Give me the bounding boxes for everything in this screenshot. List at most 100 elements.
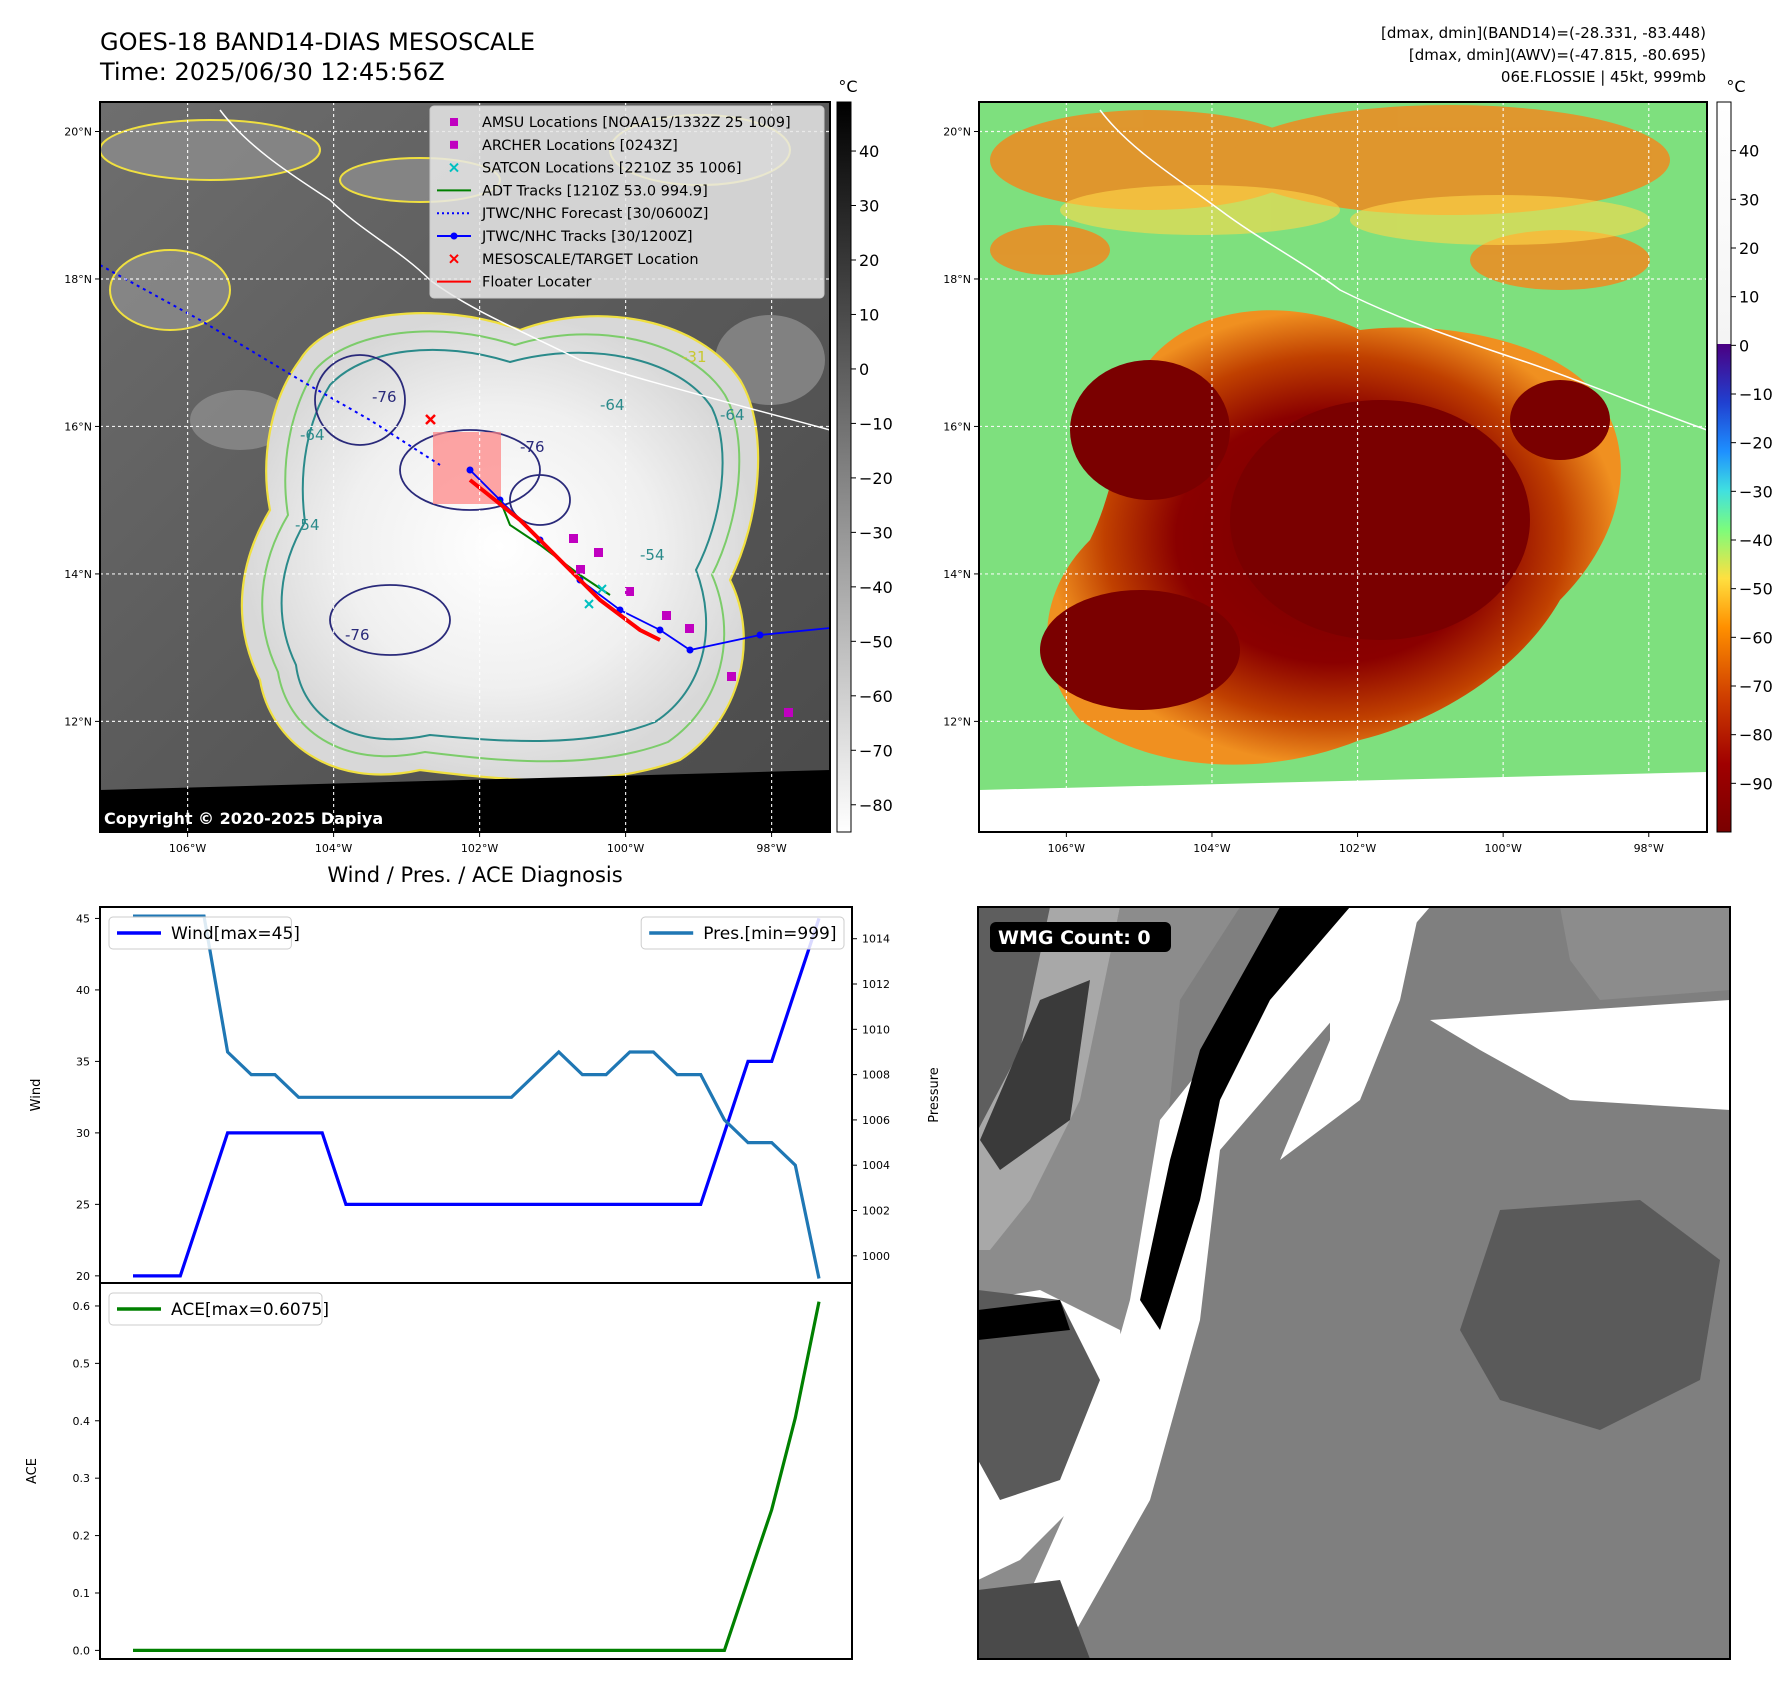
contour-label: -76 — [372, 388, 397, 406]
legend-label: Wind[max=45] — [171, 924, 300, 944]
colorbar-tick-label: 0 — [859, 360, 869, 379]
colorbar-tick-label: −10 — [1739, 385, 1773, 404]
legend-marker — [450, 232, 458, 240]
map-legend: AMSU Locations [NOAA15/1332Z 25 1009] ARC… — [429, 105, 825, 299]
legend-label: Floater Locater — [482, 275, 591, 291]
figure-title: GOES-18 BAND14-DIAS MESOSCALE — [100, 28, 535, 56]
awv-map-grid — [979, 102, 1707, 832]
lon-tick-label: 102°W — [1339, 842, 1376, 855]
colorbar-tick-label: −30 — [1739, 482, 1773, 501]
y-tick-label: 45 — [76, 912, 90, 925]
lon-tick-label: 102°W — [461, 842, 498, 855]
colorbar-tick-label: −20 — [1739, 434, 1773, 453]
colorbar-tick-label: −50 — [859, 632, 893, 651]
lon-tick-label: 106°W — [1048, 842, 1085, 855]
y-right-tick-label: 1010 — [862, 1023, 890, 1036]
y-right-tick-label: 1004 — [862, 1159, 890, 1172]
wmg-count-label: WMG Count: 0 — [998, 927, 1151, 949]
colorbar-tick-label: 0 — [1739, 336, 1749, 355]
info-storm: 06E.FLOSSIE | 45kt, 999mb — [1501, 68, 1706, 86]
series-line — [133, 1301, 821, 1653]
y-right-tick-label: 1000 — [862, 1250, 890, 1263]
info-band14: [dmax, dmin](BAND14)=(-28.331, -83.448) — [1381, 24, 1706, 42]
legend-label: ADT Tracks [1210Z 53.0 994.9] — [482, 183, 708, 199]
band14-colorbar: °C 40 30 20 10 0 −10 −20 −30 −40 −50 −60 −70 −80 — [836, 77, 893, 833]
pressure-axis-label: Pressure — [927, 1067, 942, 1123]
awv-map-tick-labels: 106°W 104°W 102°W 100°W 98°W 20°N 18°N 16°N 14°N… — [943, 125, 1664, 855]
lat-tick-label: 20°N — [64, 125, 92, 138]
y-tick-label: 20 — [76, 1270, 90, 1283]
ace-chart: 0.0 0.1 0.2 0.3 0.4 0.5 0.6 ACE[max=0.6075] — [73, 1282, 853, 1660]
series-line — [133, 917, 821, 1278]
y-right-tick-label: 1002 — [862, 1205, 890, 1218]
lon-tick-label: 100°W — [607, 842, 644, 855]
y-tick-label: 0.3 — [73, 1472, 91, 1485]
colorbar-tick-label: 40 — [859, 142, 879, 161]
legend-box — [108, 1292, 323, 1326]
wmg-count-badge: WMG Count: 0 — [990, 922, 1171, 952]
colorbar-tick-label: −70 — [1739, 677, 1773, 696]
contour-label: -54 — [295, 516, 320, 534]
lon-tick-label: 106°W — [169, 842, 206, 855]
y-right-tick-label: 1006 — [862, 1114, 890, 1127]
y-tick-label: 0.4 — [73, 1415, 91, 1428]
ir-map-contour-labels: -76 -64 -76 -64 -64 -54 -76 -54 -31 — [295, 348, 745, 644]
contour-label: -76 — [345, 626, 370, 644]
legend-label: ACE[max=0.6075] — [171, 1300, 329, 1320]
lat-tick-label: 14°N — [943, 568, 971, 581]
colorbar-tick-label: 30 — [859, 197, 879, 216]
colorbar-tick-label: −40 — [1739, 531, 1773, 550]
lon-tick-label: 98°W — [1634, 842, 1664, 855]
contour-label: -31 — [682, 348, 707, 366]
y-tick-label: 0.2 — [73, 1530, 91, 1543]
copyright: Copyright © 2020-2025 Dapiya — [104, 809, 383, 828]
lon-tick-label: 104°W — [1193, 842, 1230, 855]
awv-map-panel — [979, 102, 1707, 832]
legend-label: SATCON Locations [2210Z 35 1006] — [482, 161, 741, 177]
wind-pressure-chart: 20 25 30 35 40 45 1000 1002 1004 1006 1008 1010 1012… — [76, 906, 890, 1284]
y-tick-label: 0.1 — [73, 1587, 91, 1600]
y-right-tick-label: 1008 — [862, 1069, 890, 1082]
lat-tick-label: 14°N — [64, 568, 92, 581]
y-tick-label: 40 — [76, 984, 90, 997]
colorbar-tick-label: 20 — [1739, 239, 1759, 258]
colorbar-tick-label: 40 — [1739, 142, 1759, 161]
lat-tick-label: 18°N — [64, 273, 92, 286]
awv-colorbar-unit: °C — [1726, 77, 1745, 96]
lon-tick-label: 104°W — [315, 842, 352, 855]
series-line — [133, 914, 821, 1279]
y-tick-label: 25 — [76, 1198, 90, 1211]
info-awv: [dmax, dmin](AWV)=(-47.815, -80.695) — [1409, 46, 1706, 64]
contour-label: -76 — [520, 438, 545, 456]
lon-tick-label: 100°W — [1484, 842, 1521, 855]
lat-tick-label: 12°N — [943, 715, 971, 728]
lat-tick-label: 12°N — [64, 715, 92, 728]
awv-map-frame — [978, 101, 1708, 833]
colorbar-tick-label: 20 — [859, 251, 879, 270]
ir-map-tick-labels: 106°W 104°W 102°W 100°W 98°W 20°N 18°N 16°N 14°N… — [64, 125, 787, 855]
colorbar-tick-label: −10 — [859, 414, 893, 433]
legend-label: Pres.[min=999] — [703, 924, 836, 944]
lon-tick-label: 98°W — [756, 842, 786, 855]
colorbar-tick-label: −40 — [859, 578, 893, 597]
colorbar-tick-label: −50 — [1739, 580, 1773, 599]
colorbar-tick-label: −80 — [859, 796, 893, 815]
contour-label: -64 — [300, 426, 325, 444]
colorbar-tick-label: −90 — [1739, 774, 1773, 793]
y-tick-label: 0.6 — [73, 1300, 91, 1313]
contour-label: -54 — [640, 546, 665, 564]
lat-tick-label: 20°N — [943, 125, 971, 138]
legend-box — [640, 916, 845, 950]
ace-axis-label: ACE — [25, 1458, 40, 1484]
legend-label: MESOSCALE/TARGET Location — [482, 252, 699, 268]
legend-marker — [450, 140, 458, 149]
y-right-tick-label: 1014 — [862, 933, 890, 946]
awv-colorbar: °C 40 30 20 10 0 −10 −20 −30 −40 −50 −60 −70 −80 −90 — [1716, 77, 1773, 833]
colorbar-tick-label: 10 — [859, 305, 879, 324]
wmg-frame — [977, 906, 1731, 1660]
info-block: [dmax, dmin](BAND14)=(-28.331, -83.448) … — [1381, 24, 1706, 86]
colorbar-tick-label: −80 — [1739, 726, 1773, 745]
colorbar-tick-label: −60 — [859, 687, 893, 706]
lat-tick-label: 16°N — [943, 420, 971, 433]
y-tick-label: 0.0 — [73, 1644, 91, 1657]
